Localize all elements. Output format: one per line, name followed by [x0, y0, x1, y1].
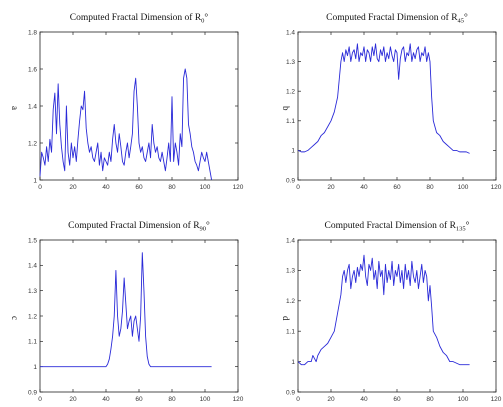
y-tick-label: 1.6 [28, 66, 37, 73]
chart-title-subscript: 0 [201, 18, 204, 25]
x-tick-label: 60 [393, 396, 401, 403]
y-tick-label: 1 [33, 177, 37, 184]
panel-label: c [10, 316, 20, 320]
panel-label: a [10, 106, 20, 110]
x-tick-label: 100 [200, 184, 211, 191]
x-tick-label: 20 [327, 184, 335, 191]
y-tick-label: 1.2 [28, 140, 37, 147]
data-series-line [40, 252, 212, 368]
chart-title-text: Computed Fractal Dimension of R [70, 12, 202, 23]
y-tick-label: 1.4 [28, 263, 37, 270]
data-series-line [297, 254, 470, 366]
y-tick-label: 1.8 [28, 29, 37, 36]
y-tick-label: 0.9 [28, 389, 37, 396]
x-tick-label: 20 [69, 396, 77, 403]
panel-label: b [281, 106, 291, 111]
x-tick-label: 0 [38, 396, 42, 403]
y-tick-label: 1.1 [286, 118, 295, 125]
chart-title-text: Computed Fractal Dimension of R [325, 220, 457, 231]
y-tick-label: 0.9 [286, 177, 295, 184]
x-tick-label: 60 [135, 396, 143, 403]
chart-title-subscript: 45 [458, 18, 465, 25]
y-tick-label: 0.9 [286, 389, 295, 396]
data-series-line [297, 43, 470, 154]
chart-title: Computed Fractal Dimension of R0° [70, 12, 209, 25]
chart-panel-b: Computed Fractal Dimension of R45° b 0 20 40… [281, 12, 502, 191]
y-tick-label: 1.2 [286, 298, 295, 305]
x-tick-label: 0 [296, 396, 300, 403]
y-tick-label: 1.4 [286, 237, 295, 244]
chart-title: Computed Fractal Dimension of R135° [325, 220, 470, 233]
x-tick-label: 40 [102, 184, 110, 191]
x-tick-label: 120 [491, 396, 502, 403]
x-tick-label: 40 [102, 396, 110, 403]
y-tick-label: 1 [291, 148, 295, 155]
x-tick-label: 80 [426, 184, 434, 191]
y-tick-label: 1.4 [286, 29, 295, 36]
x-tick-label: 60 [135, 184, 143, 191]
y-tick-label: 1 [291, 359, 295, 366]
x-tick-label: 80 [168, 396, 176, 403]
chart-title-text: Computed Fractal Dimension of R [326, 12, 458, 23]
chart-panel-c: Computed Fractal Dimension of R90° c 0 20 40… [10, 220, 244, 403]
y-tick-label: 1.1 [28, 339, 37, 346]
chart-title-subscript: 90 [200, 226, 207, 233]
y-tick-label: 1 [33, 364, 37, 371]
x-tick-label: 80 [426, 396, 434, 403]
x-tick-label: 120 [491, 184, 502, 191]
x-tick-label: 20 [327, 396, 335, 403]
y-tick-label: 1.3 [286, 268, 295, 275]
plot-frame [39, 239, 239, 393]
chart-panel-d: Computed Fractal Dimension of R135° d 0 20 4… [281, 220, 502, 403]
y-tick-label: 1.2 [286, 89, 295, 96]
panel-label: d [281, 316, 291, 321]
x-tick-label: 80 [168, 184, 176, 191]
chart-title-subscript: 135 [456, 226, 466, 233]
chart-panel-a: Computed Fractal Dimension of R0°a0 20 40 6… [10, 12, 244, 191]
chart-title-degree: ° [464, 12, 468, 23]
x-tick-label: 0 [38, 184, 42, 191]
y-tick-label: 1.2 [28, 313, 37, 320]
plot-frame [39, 31, 239, 181]
y-tick-label: 1.1 [286, 329, 295, 336]
chart-title-degree: ° [204, 12, 208, 23]
x-tick-label: 120 [233, 184, 244, 191]
x-tick-label: 100 [458, 184, 469, 191]
chart-title-text: Computed Fractal Dimension of R [68, 220, 200, 231]
x-tick-label: 60 [393, 184, 401, 191]
x-tick-label: 120 [233, 396, 244, 403]
data-series-line [39, 68, 213, 181]
chart-title: Computed Fractal Dimension of R90° [68, 220, 210, 233]
x-tick-label: 0 [296, 184, 300, 191]
x-tick-label: 40 [360, 396, 368, 403]
chart-title: Computed Fractal Dimension of R45° [326, 12, 468, 25]
x-tick-label: 20 [69, 184, 77, 191]
plot-frame [297, 239, 497, 393]
x-tick-label: 40 [360, 184, 368, 191]
chart-title-degree: ° [466, 220, 470, 231]
x-tick-label: 100 [458, 396, 469, 403]
x-tick-label: 100 [200, 396, 211, 403]
y-tick-label: 1.4 [28, 103, 37, 110]
chart-title-degree: ° [206, 220, 210, 231]
y-tick-label: 1.5 [28, 237, 37, 244]
y-tick-label: 1.3 [286, 59, 295, 66]
y-tick-label: 1.3 [28, 288, 37, 295]
